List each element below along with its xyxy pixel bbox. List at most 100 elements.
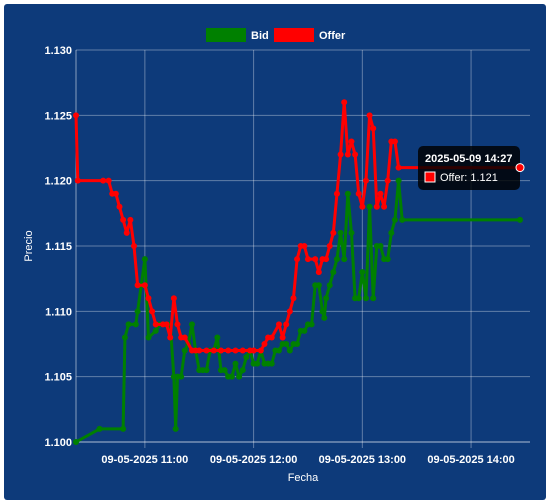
data-point xyxy=(370,125,377,132)
y-tick-label: 1.110 xyxy=(45,306,72,318)
data-point xyxy=(100,177,107,184)
data-point xyxy=(323,295,330,302)
x-tick-label: 09-05-2025 14:00 xyxy=(427,454,514,466)
data-point xyxy=(395,177,402,184)
data-point xyxy=(127,216,134,223)
data-point xyxy=(172,425,179,432)
data-point xyxy=(73,439,79,445)
axes: 1.100 1.105 1.110 1.115 1.120 1.125 1.130 09-05… xyxy=(23,45,530,484)
data-point xyxy=(275,347,282,354)
tooltip-box xyxy=(418,146,520,190)
data-point xyxy=(337,229,344,236)
data-point xyxy=(377,243,384,249)
tooltip-active-point xyxy=(515,163,525,173)
data-point xyxy=(323,256,330,263)
data-point xyxy=(333,190,340,197)
data-point xyxy=(373,203,380,210)
data-point xyxy=(141,256,148,263)
data-point xyxy=(149,308,156,315)
y-tick-label: 1.100 xyxy=(44,437,72,449)
data-point xyxy=(178,373,185,380)
data-point xyxy=(132,321,139,328)
data-point xyxy=(341,256,348,263)
data-point xyxy=(130,243,137,249)
data-point xyxy=(395,164,402,171)
y-tick-label: 1.120 xyxy=(44,176,72,188)
data-point xyxy=(210,347,217,354)
data-point xyxy=(286,308,293,315)
data-point xyxy=(141,282,148,289)
data-point xyxy=(366,203,373,210)
data-point xyxy=(254,360,261,367)
data-point xyxy=(163,321,170,328)
data-point xyxy=(120,216,127,223)
data-point xyxy=(348,229,355,236)
data-point xyxy=(301,243,308,249)
grid-lines xyxy=(76,49,530,448)
data-point xyxy=(348,138,355,145)
data-point xyxy=(290,295,297,302)
data-point xyxy=(221,367,228,374)
data-point xyxy=(301,327,308,334)
data-point xyxy=(304,256,311,263)
data-point xyxy=(105,177,112,184)
data-point xyxy=(112,190,119,197)
data-point xyxy=(261,341,268,347)
data-point xyxy=(355,295,362,302)
data-point xyxy=(239,347,246,354)
data-point xyxy=(228,373,235,380)
data-point xyxy=(366,112,373,119)
y-tick-label: 1.125 xyxy=(44,110,72,122)
y-axis-title: Precio xyxy=(23,230,35,261)
legend-swatch-offer xyxy=(274,28,314,42)
legend: Bid Offer xyxy=(206,28,346,42)
data-point xyxy=(315,269,322,276)
tooltip-label: Offer: 1.121 xyxy=(440,172,498,184)
data-point xyxy=(381,203,388,210)
data-point xyxy=(217,347,224,354)
chart-panel xyxy=(4,4,546,500)
data-point xyxy=(321,314,328,321)
tooltip-title: 2025-05-09 14:27 xyxy=(425,153,512,165)
data-point xyxy=(170,295,177,302)
tooltip: 2025-05-09 14:27 Offer: 1.121 xyxy=(418,146,525,190)
data-point xyxy=(134,282,141,289)
data-point xyxy=(315,282,322,289)
legend-label-offer: Offer xyxy=(319,30,346,42)
y-tick-label: 1.130 xyxy=(44,45,72,57)
data-point xyxy=(312,256,319,263)
data-point xyxy=(308,321,315,328)
data-point xyxy=(188,321,195,328)
data-point xyxy=(326,243,333,249)
data-point xyxy=(250,347,257,354)
data-point xyxy=(388,229,395,236)
y-tick-label: 1.105 xyxy=(44,372,72,384)
y-tick-label: 1.115 xyxy=(45,241,72,253)
data-point xyxy=(355,190,362,197)
x-tick-label: 09-05-2025 13:00 xyxy=(319,454,406,466)
x-tick-label: 09-05-2025 11:00 xyxy=(101,454,188,466)
data-point xyxy=(384,177,391,184)
data-point xyxy=(359,269,366,276)
data-point xyxy=(399,216,406,223)
data-point xyxy=(517,216,523,223)
data-point xyxy=(330,269,337,276)
data-point xyxy=(337,151,344,158)
data-point xyxy=(344,151,351,158)
data-point xyxy=(243,354,250,361)
x-tick-label: 09-05-2025 12:00 xyxy=(210,454,297,466)
data-point xyxy=(268,334,275,341)
data-point xyxy=(384,256,391,263)
data-point xyxy=(344,190,351,197)
data-point xyxy=(116,203,123,210)
data-point xyxy=(239,367,246,374)
data-point xyxy=(370,295,377,302)
data-point xyxy=(181,347,188,354)
legend-swatch-bid xyxy=(206,28,246,42)
data-point xyxy=(257,347,264,354)
data-point xyxy=(232,360,239,367)
data-point xyxy=(167,334,174,341)
data-point xyxy=(362,295,369,302)
series-offer xyxy=(73,99,523,354)
